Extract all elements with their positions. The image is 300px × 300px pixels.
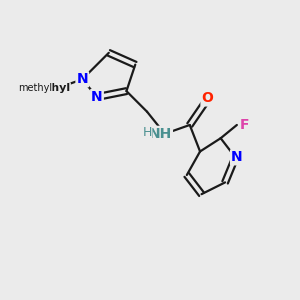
Text: N: N [76,72,88,86]
Text: O: O [202,92,213,106]
Text: H: H [142,126,152,139]
Text: methyl: methyl [27,83,70,93]
Text: NH: NH [149,127,172,141]
Text: F: F [239,118,249,132]
Text: N: N [91,90,103,104]
Text: N: N [231,150,243,164]
Text: methyl: methyl [18,83,52,93]
